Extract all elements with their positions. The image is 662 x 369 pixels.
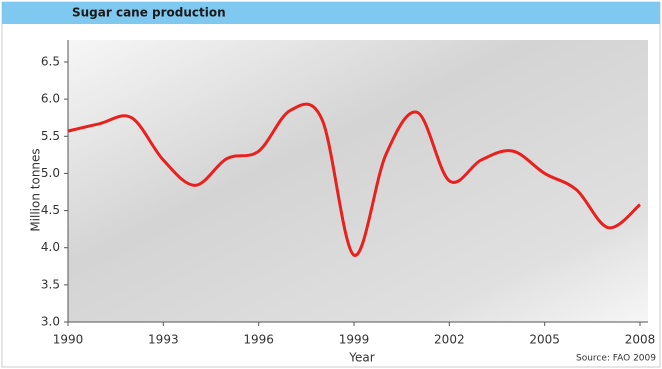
x-tick-label: 1996 bbox=[243, 333, 274, 347]
y-tick-label: 5.0 bbox=[41, 166, 60, 180]
x-tick-label: 2002 bbox=[434, 333, 465, 347]
source-note: Source: FAO 2009 bbox=[576, 354, 656, 364]
y-tick-label: 4.5 bbox=[41, 203, 60, 217]
x-axis-label: Year bbox=[348, 351, 374, 365]
y-tick-label: 4.0 bbox=[41, 240, 60, 254]
header-bar bbox=[2, 2, 660, 24]
y-tick-label: 5.5 bbox=[41, 129, 60, 143]
x-tick-label: 1993 bbox=[148, 333, 179, 347]
y-tick-label: 3.0 bbox=[41, 315, 60, 329]
x-tick-label: 1990 bbox=[53, 333, 84, 347]
y-tick-label: 6.5 bbox=[41, 55, 60, 69]
x-tick-label: 1999 bbox=[339, 333, 370, 347]
chart-title: Sugar cane production bbox=[72, 6, 226, 20]
y-tick-label: 3.5 bbox=[41, 277, 60, 291]
y-axis-label: Million tonnes bbox=[29, 148, 43, 231]
x-tick-label: 2005 bbox=[529, 333, 560, 347]
y-tick-label: 6.0 bbox=[41, 92, 60, 106]
x-tick-label: 2008 bbox=[625, 333, 656, 347]
line-series bbox=[67, 102, 641, 257]
background-image bbox=[68, 40, 648, 322]
